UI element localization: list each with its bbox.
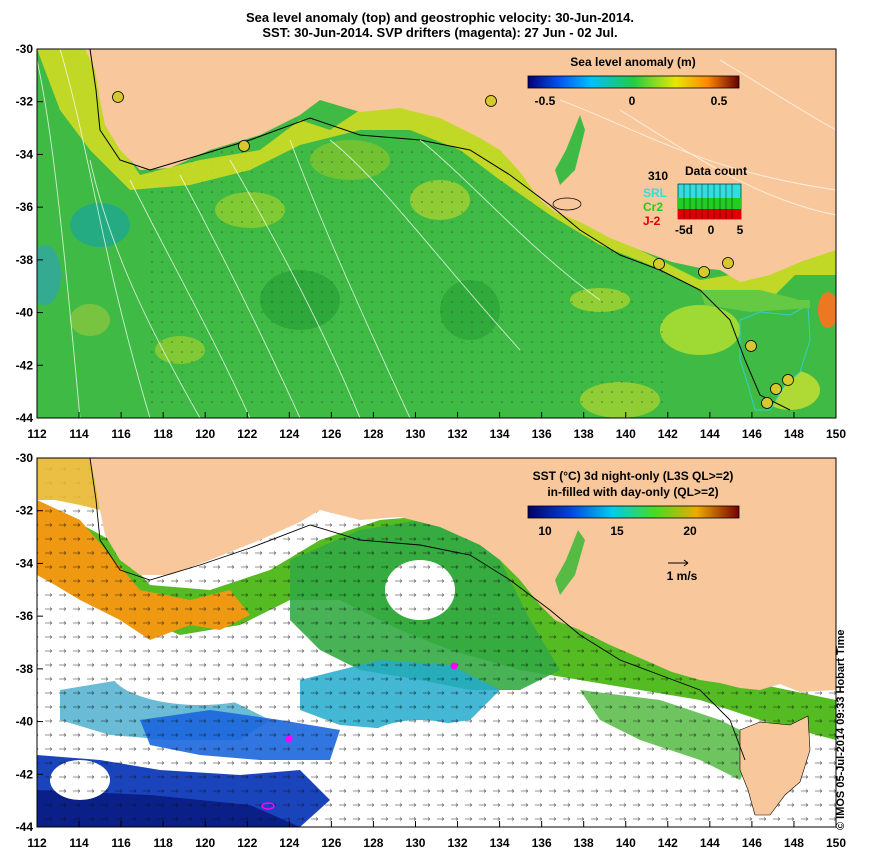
sla-lat-tick-label: -38 [16, 253, 34, 267]
velocity-scale-label: 1 m/s [667, 569, 698, 583]
sst-lon-tick-label: 118 [153, 836, 173, 850]
sst-colorbar-title-2: in-filled with day-only (QL>=2) [547, 485, 718, 499]
title-line-2: SST: 30-Jun-2014. SVP drifters (magenta)… [262, 25, 618, 40]
sla-lat-tick-label: -42 [16, 358, 34, 372]
sst-colorbar-tick: 20 [683, 524, 697, 538]
sst-lon-tick-label: 146 [742, 836, 762, 850]
sla-lon-tick-label: 130 [405, 427, 425, 441]
sla-lon-tick-label: 112 [27, 427, 47, 441]
sst-lon-tick-label: 140 [616, 836, 636, 850]
sla-lon-tick-label: 146 [742, 427, 762, 441]
sla-colorbar: Sea level anomaly (m) -0.5 0 0.5 [527, 55, 740, 108]
sst-lon-tick-label: 124 [279, 836, 299, 850]
sst-lon-tick-label: 130 [405, 836, 425, 850]
sla-lon-tick-label: 140 [616, 427, 636, 441]
data-count-tick: 5 [737, 223, 744, 237]
sst-lon-tick-label: 138 [574, 836, 594, 850]
legend-j2: J-2 [643, 214, 661, 228]
svp-drifters [261, 662, 458, 810]
sla-lon-tick-label: 116 [111, 427, 131, 441]
sst-lat-tick-label: -32 [16, 504, 34, 518]
sst-panel [37, 458, 836, 827]
sla-lon-tick-label: 142 [658, 427, 678, 441]
sla-lon-tick-label: 114 [69, 427, 89, 441]
sst-axes: 112 114 116 118 120 122 124 126 128 130 132 134 136 1… [16, 451, 847, 850]
sla-lon-tick-label: 150 [826, 427, 846, 441]
sst-colorbar-title-1: SST (°C) 3d night-only (L3S QL>=2) [533, 469, 734, 483]
data-count-inset: Data count 310 SRL Cr2 J-2 -5d 0 5 [643, 164, 747, 237]
sst-lon-tick-label: 114 [69, 836, 89, 850]
sst-lon-tick-label: 136 [532, 836, 552, 850]
sst-lat-tick-label: -44 [16, 820, 34, 834]
sla-lat-tick-label: -32 [16, 95, 34, 109]
sst-lon-tick-label: 144 [700, 836, 720, 850]
sst-lon-tick-label: 134 [490, 836, 510, 850]
sla-lon-tick-label: 136 [532, 427, 552, 441]
shelf-break-contour-top [89, 49, 791, 411]
sst-lon-tick-label: 142 [658, 836, 678, 850]
sst-lat-tick-label: -36 [16, 609, 34, 623]
sst-lat-tick-label: -42 [16, 767, 34, 781]
sst-colorbar-tick: 10 [538, 524, 552, 538]
sst-lon-tick-label: 120 [195, 836, 215, 850]
sla-lat-tick-label: -44 [16, 411, 34, 425]
title-line-1: Sea level anomaly (top) and geostrophic … [246, 10, 634, 25]
sla-lon-tick-label: 126 [321, 427, 341, 441]
sla-panel-frame [36, 48, 837, 419]
sla-lon-tick-label: 122 [237, 427, 257, 441]
sst-lon-tick-label: 128 [363, 836, 383, 850]
sst-colorbar-tick: 15 [610, 524, 624, 538]
sla-lon-tick-label: 144 [700, 427, 720, 441]
sst-lon-tick-label: 126 [321, 836, 341, 850]
sla-lon-tick-label: 134 [490, 427, 510, 441]
data-count-max-label: 310 [648, 169, 668, 183]
sst-lat-tick-label: -34 [16, 556, 34, 570]
sla-lon-tick-label: 132 [448, 427, 468, 441]
legend-cr2: Cr2 [643, 200, 663, 214]
tasmania-bottom [739, 715, 811, 816]
sla-lat-tick-label: -36 [16, 200, 34, 214]
sst-lon-tick-label: 132 [448, 836, 468, 850]
sla-lon-tick-label: 138 [574, 427, 594, 441]
sst-lon-tick-label: 116 [111, 836, 131, 850]
velocity-scale: 1 m/s [667, 559, 698, 583]
sst-colorbar: SST (°C) 3d night-only (L3S QL>=2) in-fi… [527, 469, 740, 538]
tide-gauges [112, 91, 794, 409]
sla-lon-tick-label: 120 [195, 427, 215, 441]
sst-lon-tick-label: 148 [784, 836, 804, 850]
sla-lat-tick-label: -34 [16, 147, 34, 161]
sla-colorbar-title: Sea level anomaly (m) [570, 55, 695, 69]
sla-lat-tick-label: -30 [16, 42, 34, 56]
sla-axes: 112 114 116 118 120 122 124 126 128 130 132 134 136 1… [16, 42, 847, 441]
legend-srl: SRL [643, 186, 667, 200]
australia-land-top [85, 49, 836, 282]
sla-lon-tick-label: 148 [784, 427, 804, 441]
sla-lat-tick-label: -40 [16, 306, 34, 320]
sla-lon-tick-label: 124 [279, 427, 299, 441]
imos-credit: © IMOS 05-Jul-2014 09:33 Hobart Time [835, 629, 847, 830]
sla-contours [37, 49, 836, 418]
sst-lat-tick-label: -38 [16, 662, 34, 676]
sla-colorbar-tick: 0 [629, 94, 636, 108]
sst-lat-tick-label: -40 [16, 715, 34, 729]
sla-lon-tick-label: 128 [363, 427, 383, 441]
sla-colorbar-tick: -0.5 [535, 94, 556, 108]
data-count-title: Data count [685, 164, 747, 178]
data-count-tick: 0 [708, 223, 715, 237]
sla-lon-tick-label: 118 [153, 427, 173, 441]
sst-lon-tick-label: 150 [826, 836, 846, 850]
sst-lon-tick-label: 122 [237, 836, 257, 850]
sst-lat-tick-label: -30 [16, 451, 34, 465]
sst-lon-tick-label: 112 [27, 836, 47, 850]
data-count-tick: -5d [675, 223, 693, 237]
sla-panel [37, 49, 836, 418]
data-count-bars [677, 183, 742, 220]
sla-colorbar-tick: 0.5 [711, 94, 728, 108]
sst-panel-frame [36, 457, 837, 828]
